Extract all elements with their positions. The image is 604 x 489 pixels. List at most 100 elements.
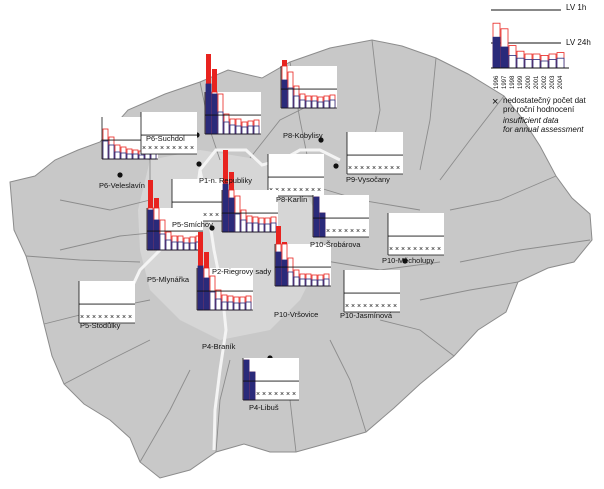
insufficient-cross-icon: × [437, 246, 441, 253]
insufficient-cross-icon: × [287, 187, 291, 194]
insufficient-cross-icon: × [389, 246, 393, 253]
bar-24h [228, 197, 235, 233]
insufficient-cross-icon: × [160, 145, 164, 152]
bar-24h [264, 223, 271, 233]
bar-24h [222, 183, 229, 233]
bar-24h [203, 277, 210, 311]
bar-24h [317, 101, 324, 109]
bar-lv1h-exceed [198, 232, 203, 268]
bar-24h [311, 100, 318, 109]
bar-24h [249, 371, 256, 401]
bar-24h [239, 302, 246, 311]
station-label-p4-branik: P4-Braník [202, 342, 236, 351]
bar-lv1h-exceed [148, 180, 153, 208]
bar-24h [246, 222, 253, 233]
insufficient-cross-icon: × [431, 246, 435, 253]
bar-24h [223, 121, 230, 135]
legend-cross-icon: × [492, 96, 499, 108]
insufficient-cross-icon: × [354, 165, 358, 172]
bar-lv1h-exceed [154, 198, 159, 208]
insufficient-cross-icon: × [425, 246, 429, 253]
legend-bar-24h [524, 59, 533, 69]
bar-24h [299, 278, 306, 287]
bar-lv1h-exceed [223, 150, 228, 190]
bar-24h [275, 251, 282, 287]
bar-24h [126, 153, 133, 160]
bar-24h [211, 93, 218, 135]
bar-24h [281, 79, 288, 109]
bar-24h [229, 124, 236, 135]
chart-panel [268, 154, 324, 196]
bar-24h [227, 301, 234, 311]
bar-24h [240, 219, 247, 233]
insufficient-cross-icon: × [178, 145, 182, 152]
bar-24h [305, 278, 312, 287]
bar-24h [183, 242, 190, 251]
chart-panel [141, 112, 197, 154]
station-label-p5-mlynarka: P5-Mlynářka [147, 275, 190, 284]
station-label-p8-kobylisy: P8-Kobylisy [283, 131, 323, 140]
insufficient-cross-icon: × [274, 391, 278, 398]
legend-insufficient-en-2: for annual assessment [503, 125, 584, 134]
bar-24h [132, 153, 139, 160]
insufficient-cross-icon: × [92, 314, 96, 321]
station-label-p6-veleslavin: P6-Veleslavín [99, 181, 145, 190]
insufficient-cross-icon: × [184, 145, 188, 152]
station-label-p5-stodulky: P5-Stodůlky [80, 321, 121, 330]
bar-24h [245, 301, 252, 311]
bar-24h [114, 151, 121, 160]
station-label-p10-mecholupy: P10-Měcholupy [382, 256, 435, 265]
bar-24h [319, 212, 326, 238]
legend-insufficient-en-1: insufficient data [503, 116, 559, 125]
station-label-p8-karlin: P8-Karlín [276, 195, 308, 204]
district-boundary [139, 369, 191, 463]
insufficient-cross-icon: × [86, 314, 90, 321]
insufficient-cross-icon: × [128, 314, 132, 321]
station-dot [196, 161, 202, 167]
bar-24h [287, 271, 294, 287]
district-boundary [419, 281, 519, 301]
bar-24h [243, 359, 250, 401]
district-boundary [329, 339, 367, 433]
insufficient-cross-icon: × [395, 246, 399, 253]
bar-24h [287, 87, 294, 109]
bar-24h [293, 95, 300, 109]
district-boundary [379, 319, 455, 357]
bar-24h [165, 239, 172, 251]
chart-panel [79, 281, 135, 323]
bar-24h [197, 265, 204, 311]
insufficient-cross-icon: × [413, 246, 417, 253]
bar-24h [108, 144, 115, 160]
insufficient-cross-icon: × [209, 212, 213, 219]
bar-24h [177, 241, 184, 251]
station-label-p10-vrsovice: P10-Vršovice [274, 310, 319, 319]
bar-lv1h-exceed [229, 172, 234, 190]
insufficient-cross-icon: × [292, 391, 296, 398]
station-label-p5-smichov: P5-Smíchov [172, 220, 213, 229]
insufficient-cross-icon: × [203, 212, 207, 219]
insufficient-cross-icon: × [357, 303, 361, 310]
legend-bar-24h [532, 59, 541, 69]
station-label-p1-n-republiky: P1-n. Republiky [199, 176, 252, 185]
insufficient-cross-icon: × [280, 391, 284, 398]
bar-lv1h-exceed [282, 60, 287, 66]
insufficient-cross-icon: × [299, 187, 303, 194]
insufficient-cross-icon: × [345, 303, 349, 310]
insufficient-cross-icon: × [348, 165, 352, 172]
station-label-p10-jasminova: P10-Jasmínová [340, 311, 393, 320]
insufficient-cross-icon: × [396, 165, 400, 172]
insufficient-cross-icon: × [281, 187, 285, 194]
insufficient-cross-icon: × [166, 145, 170, 152]
legend-year-label: 2004 [558, 75, 564, 89]
bar-lv1h-exceed [204, 252, 209, 268]
bar-24h [209, 291, 216, 311]
station-dot [333, 163, 339, 169]
legend-year-label: 1999 [518, 75, 524, 89]
insufficient-cross-icon: × [268, 391, 272, 398]
insufficient-cross-icon: × [338, 228, 342, 235]
bar-lv1h-exceed [282, 242, 287, 244]
insufficient-cross-icon: × [148, 145, 152, 152]
bar-lv1h-exceed [206, 54, 211, 92]
insufficient-cross-icon: × [332, 228, 336, 235]
station-dot [117, 172, 123, 178]
